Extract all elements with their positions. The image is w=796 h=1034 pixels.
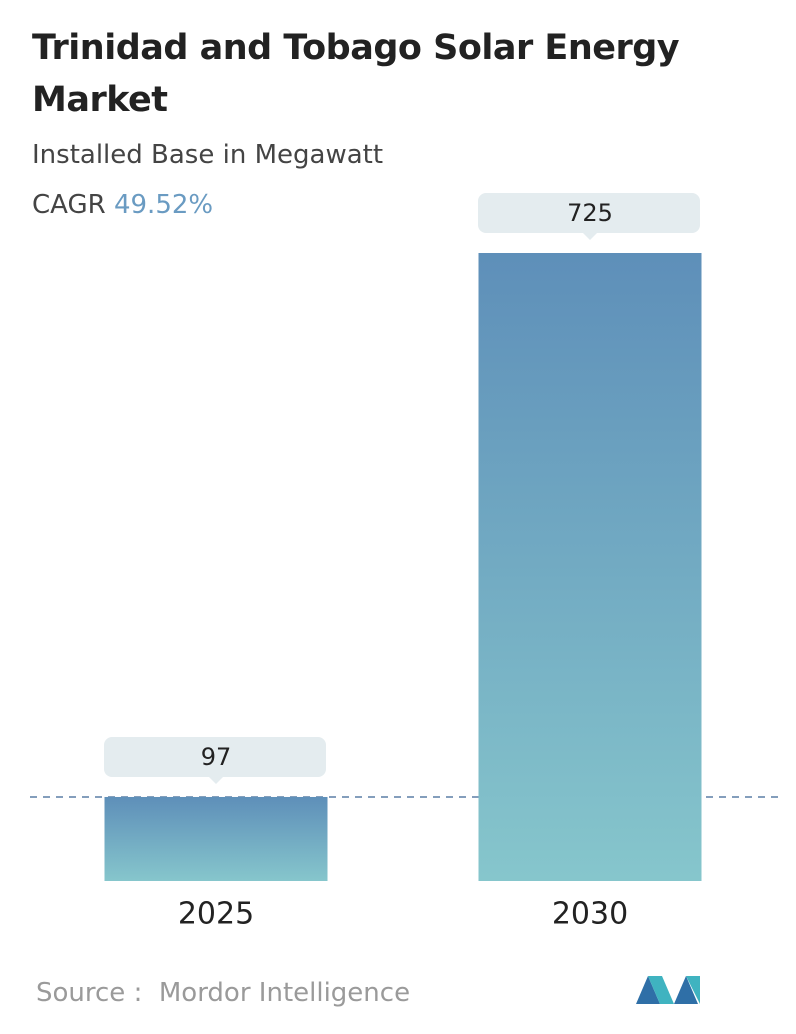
value-label-box [478, 193, 700, 233]
bar [104, 796, 328, 881]
value-label: 725 [567, 199, 613, 227]
cagr: CAGR 49.52% [32, 190, 213, 220]
value-label-pointer [583, 233, 597, 240]
logo [636, 976, 700, 1004]
cagr-label: CAGR [32, 190, 106, 220]
bar [478, 253, 702, 881]
value-label-box [104, 736, 326, 777]
source-name: Mordor Intelligence [158, 978, 411, 1008]
chart-subtitle: Installed Base in Megawatt [32, 140, 384, 170]
source: Source : Mordor Intelligence [36, 978, 410, 1008]
value-label-pointer [209, 776, 223, 784]
chart-title: Trinidad and Tobago Solar Energy Market [32, 28, 680, 120]
value-label: 97 [201, 743, 232, 771]
source-label: Source : [36, 978, 143, 1008]
x-tick-label: 2030 [552, 897, 628, 932]
x-tick-label: 2025 [178, 897, 254, 932]
cagr-value: 49.52% [113, 190, 214, 220]
